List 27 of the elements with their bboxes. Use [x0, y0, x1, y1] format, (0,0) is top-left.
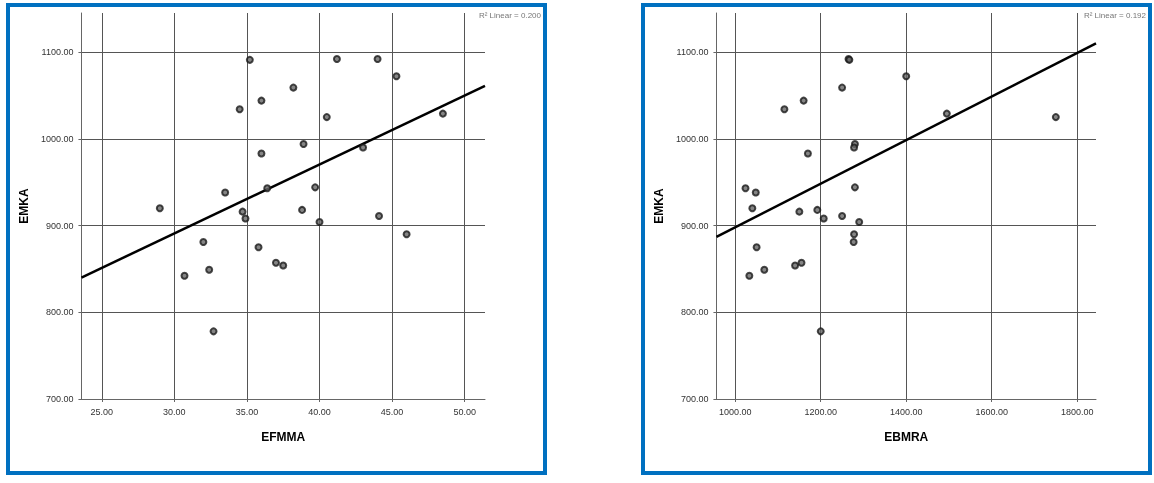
y-tick-label: 800.00	[45, 307, 74, 318]
x-tick-label: 1800.00	[1060, 406, 1094, 417]
y-tick-label: 1000.00	[40, 133, 74, 144]
y-axis-title: EMKA	[17, 188, 31, 224]
x-tick-label: 45.00	[380, 406, 404, 417]
x-axis-title: EFMMA	[261, 430, 306, 444]
annotation: R² Linear = 0.192	[1083, 10, 1147, 20]
y-tick-label: 1100.00	[676, 47, 709, 58]
x-tick-label: 1600.00	[975, 406, 1008, 417]
x-tick-label: 35.00	[235, 406, 259, 417]
y-tick-label: 900.00	[45, 220, 74, 231]
annotation: R² Linear = 0.200	[478, 10, 542, 20]
y-tick-label: 900.00	[680, 220, 709, 231]
y-tick-label: 1000.00	[675, 133, 709, 144]
x-tick-label: 1000.00	[718, 406, 752, 417]
x-axis-title: EBMRA	[884, 430, 929, 444]
x-tick-label: 30.00	[163, 406, 186, 417]
x-tick-label: 1200.00	[804, 406, 837, 417]
y-axis-title: EMKA	[652, 188, 666, 224]
x-tick-label: 1400.00	[889, 406, 923, 417]
y-tick-label: 700.00	[680, 394, 709, 404]
y-tick-label: 1100.00	[41, 47, 74, 58]
x-tick-label: 40.00	[308, 406, 331, 417]
x-tick-label: 25.00	[90, 406, 114, 417]
x-tick-label: 50.00	[453, 406, 476, 417]
y-tick-label: 800.00	[680, 307, 709, 318]
y-tick-label: 700.00	[45, 394, 74, 404]
